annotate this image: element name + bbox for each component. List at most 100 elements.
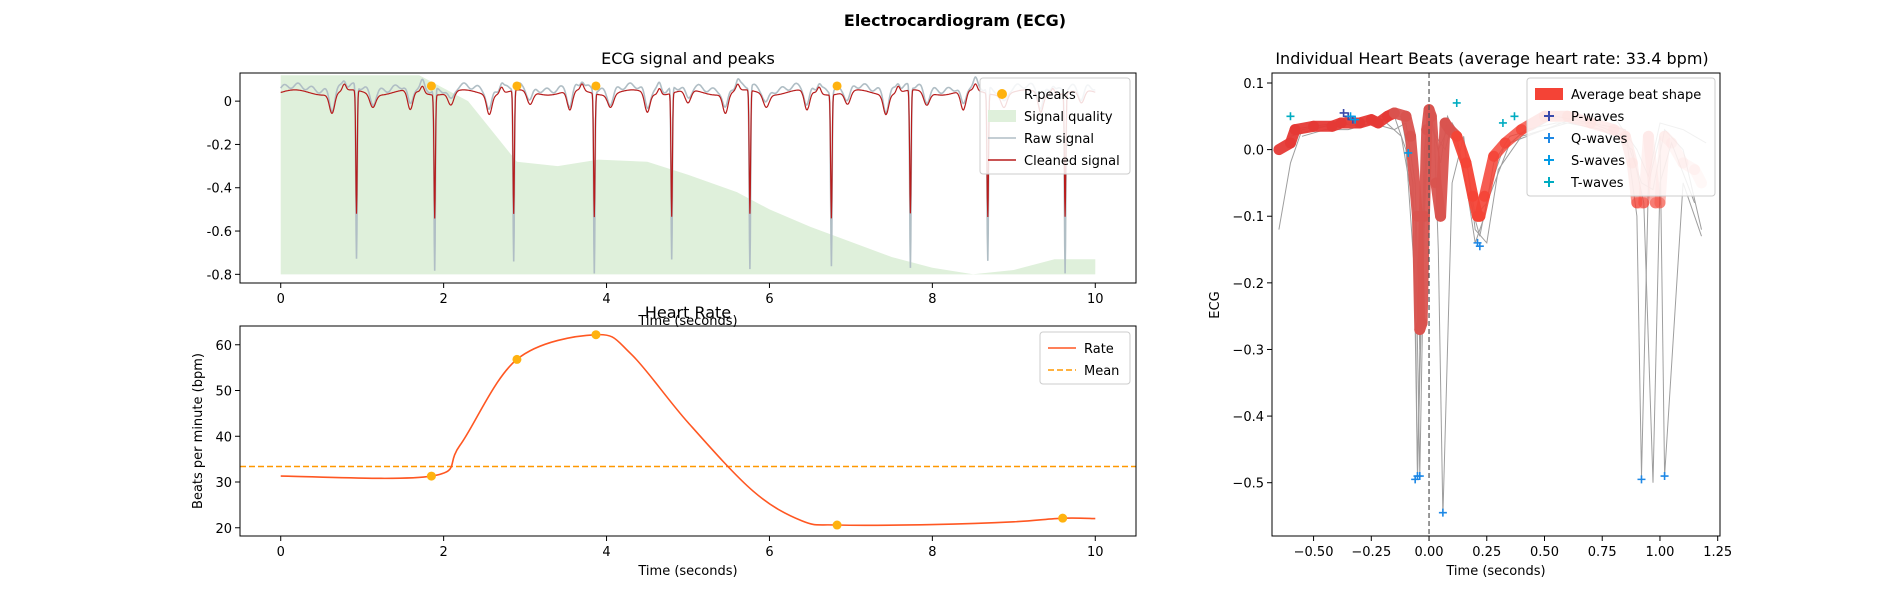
- beats-y-tick-label: 0.0: [1243, 144, 1264, 159]
- ecg-plot-area: [280, 75, 1096, 275]
- beats-x-tick-label: 1.25: [1703, 545, 1732, 560]
- beats-y-tick-label: −0.3: [1232, 343, 1264, 358]
- rate-y-tick-label: 30: [215, 476, 232, 491]
- ecg-legend-label: R-peaks: [1024, 88, 1076, 103]
- beats-x-tick-label: 0.50: [1530, 545, 1559, 560]
- beats-x-tick-label: 0.00: [1415, 545, 1444, 560]
- ecg-signal-axes: ECG signal and peaks 0 2 4 6 8 10 0 -0.2 -0.4 -0.…: [207, 49, 1137, 329]
- beats-legend-swatch: [1544, 111, 1554, 121]
- ecg-legend-label: Raw signal: [1024, 132, 1094, 147]
- beats-x-tick-label: 0.75: [1588, 545, 1617, 560]
- heart-rate-legend: Rate Mean: [1039, 331, 1131, 385]
- heart-rate-x-axis-label: Time (seconds): [637, 564, 737, 579]
- beats-legend-label: Q-waves: [1571, 132, 1628, 147]
- figure-suptitle: Electrocardiogram (ECG): [844, 11, 1066, 30]
- heart-beats-axes-frame: [1271, 72, 1721, 537]
- s-wave-marker: [1346, 112, 1355, 121]
- rate-x-tick-label: 6: [765, 545, 773, 560]
- p-wave-marker: [1339, 108, 1348, 117]
- rate-x-tick-label: 2: [439, 545, 447, 560]
- average-beat-segment: [1460, 157, 1479, 202]
- t-wave-marker: [1498, 118, 1507, 127]
- ecg-x-tick-label: 0: [277, 292, 285, 307]
- beats-legend-label: P-waves: [1571, 110, 1625, 125]
- average-beat-segment: [1425, 110, 1442, 189]
- r-peak-marker: [591, 81, 601, 91]
- t-wave-marker: [1286, 112, 1295, 121]
- heart-rate-peak-marker: [1058, 513, 1068, 523]
- t-wave-marker: [1510, 112, 1519, 121]
- beats-legend-box: [1526, 77, 1716, 197]
- ecg-x-tick-label: 8: [928, 292, 936, 307]
- ecg-y-tick-label: -0.6: [207, 225, 232, 240]
- rate-x-tick-label: 8: [928, 545, 936, 560]
- beats-y-tick-label: −0.5: [1232, 477, 1264, 492]
- average-beat-segment: [1435, 117, 1451, 222]
- average-beat-segment: [1416, 210, 1430, 329]
- ecg-x-axis-label: Time (seconds): [637, 314, 737, 329]
- ecg-legend-swatch: [988, 110, 1016, 122]
- average-beat-segment: [1405, 130, 1423, 222]
- rate-y-tick-label: 60: [215, 339, 232, 354]
- ecg-x-tick-label: 4: [602, 292, 610, 307]
- ecg-x-tick-label: 6: [765, 292, 773, 307]
- rate-y-tick-label: 20: [215, 522, 232, 537]
- heart-beats-y-axis-label: ECG: [1208, 291, 1223, 318]
- r-peak-marker: [832, 81, 842, 91]
- ecg-x-tick-label: 2: [439, 292, 447, 307]
- ecg-ticks: 0 2 4 6 8 10 0 -0.2 -0.4 -0.6 -0.8: [207, 95, 1104, 307]
- beats-x-tick-label: −0.50: [1294, 545, 1334, 560]
- heart-rate-y-axis-label: Beats per minute (bpm): [191, 353, 206, 509]
- beats-y-tick-label: −0.1: [1232, 210, 1264, 225]
- heart-rate-plot-area: [240, 330, 1136, 530]
- heart-rate-line: [280, 333, 1096, 527]
- beats-x-tick-label: −0.25: [1351, 545, 1391, 560]
- heart-rate-peak-marker: [591, 330, 601, 340]
- q-wave-marker: [1438, 508, 1447, 517]
- raw-signal-line: [280, 76, 1096, 274]
- s-wave-marker: [1404, 148, 1413, 157]
- beats-x-tick-label: 1.00: [1645, 545, 1674, 560]
- beats-y-tick-label: −0.4: [1232, 410, 1264, 425]
- ecg-y-tick-label: -0.2: [207, 138, 232, 153]
- s-wave-marker: [1351, 115, 1360, 124]
- q-wave-marker: [1637, 475, 1646, 484]
- heart-rate-axes: Heart Rate 0 2 4 6 8 10 20 30 40 50 60 Time (secon…: [191, 303, 1137, 579]
- r-peak-marker: [512, 81, 522, 91]
- signal-quality-area: [280, 75, 1096, 275]
- heart-beats-legend: Average beat shape P-waves Q-waves S-waves T…: [1526, 77, 1716, 197]
- beats-legend-label: T-waves: [1570, 176, 1624, 191]
- rate-y-tick-label: 50: [215, 385, 232, 400]
- ecg-signal-title: ECG signal and peaks: [601, 49, 775, 68]
- beats-y-tick-label: −0.2: [1232, 277, 1264, 292]
- rate-legend-label: Mean: [1084, 364, 1119, 379]
- ecg-axes-frame: [239, 72, 1137, 284]
- rate-x-tick-label: 0: [277, 545, 285, 560]
- heart-beats-ticks: −0.50 −0.25 0.00 0.25 0.50 0.75 1.00 1.25 0.1 0.0…: [1232, 77, 1732, 560]
- heart-beats-title: Individual Heart Beats (average heart ra…: [1275, 49, 1708, 68]
- beats-legend-label: Average beat shape: [1571, 88, 1701, 103]
- heart-beats-x-axis-label: Time (seconds): [1445, 564, 1545, 579]
- heart-rate-peak-marker: [426, 471, 436, 481]
- heart-rate-axes-frame: [239, 325, 1137, 537]
- t-wave-marker: [1452, 98, 1461, 107]
- rate-x-tick-label: 4: [602, 545, 610, 560]
- cleaned-signal-line: [280, 83, 1096, 219]
- heart-rate-peak-marker: [832, 520, 842, 530]
- beats-legend-swatch: [1544, 155, 1554, 165]
- ecg-legend-label: Signal quality: [1024, 110, 1113, 125]
- ecg-x-tick-label: 10: [1087, 292, 1104, 307]
- heart-beats-axes: Individual Heart Beats (average heart ra…: [1208, 49, 1732, 579]
- ecg-y-tick-label: -0.4: [207, 182, 232, 197]
- rate-legend-box: [1039, 331, 1131, 385]
- rate-legend-label: Rate: [1084, 342, 1114, 357]
- rate-y-tick-label: 40: [215, 430, 232, 445]
- heart-rate-peak-marker: [512, 354, 522, 364]
- beats-legend-label: S-waves: [1571, 154, 1625, 169]
- beats-y-tick-label: 0.1: [1243, 77, 1264, 92]
- rate-x-tick-label: 10: [1087, 545, 1104, 560]
- beats-legend-swatch: [1544, 177, 1554, 187]
- heart-rate-ticks: 0 2 4 6 8 10 20 30 40 50 60: [215, 339, 1103, 560]
- q-wave-marker: [1660, 472, 1669, 481]
